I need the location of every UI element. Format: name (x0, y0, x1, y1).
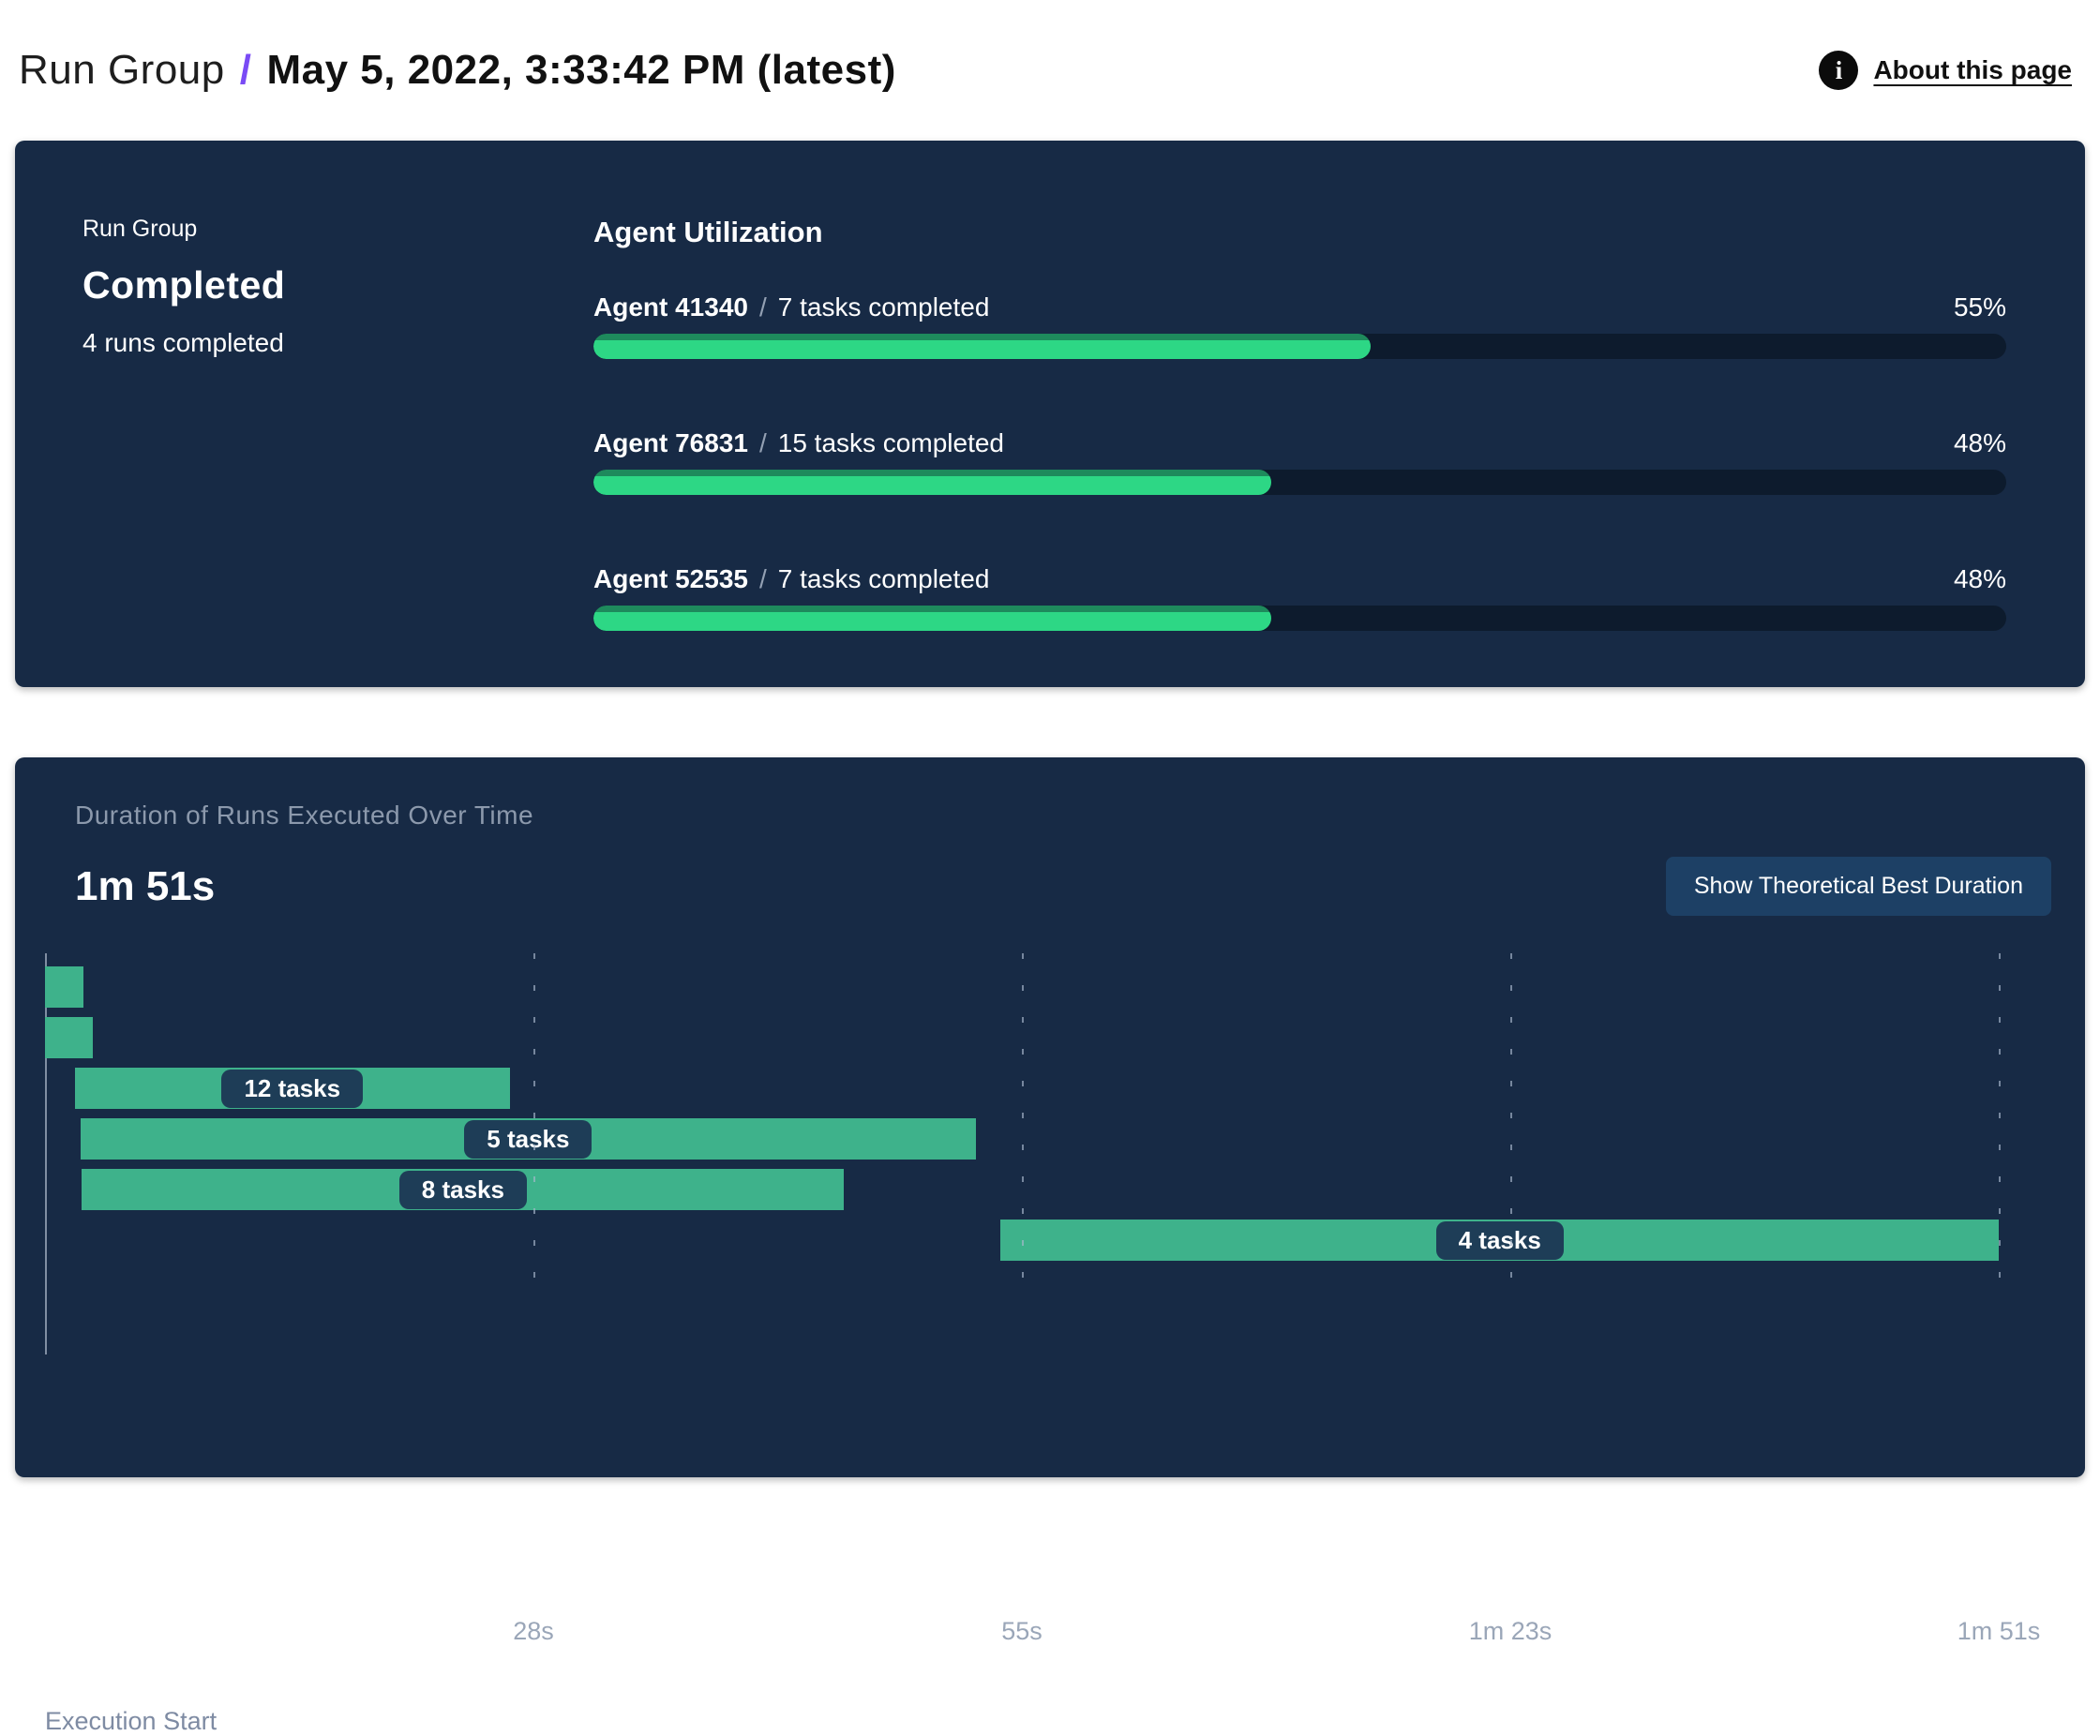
execution-start-label: Execution Start (45, 1707, 218, 1735)
utilization-progress-fill (593, 606, 1272, 631)
run-duration-bar[interactable]: 5 tasks (80, 1118, 977, 1160)
task-count-pill: 12 tasks (221, 1069, 364, 1108)
task-count-pill: 5 tasks (464, 1119, 592, 1159)
gantt-rows: 12 tasks 5 tasks 8 tasks 4 tasks (45, 966, 1999, 1270)
duration-panel: Duration of Runs Executed Over Time 1m 5… (15, 757, 2085, 1735)
show-theoretical-best-duration-button[interactable]: Show Theoretical Best Duration (1665, 857, 2051, 916)
breadcrumb-separator: / (239, 47, 252, 93)
agent-separator: / (758, 564, 767, 593)
gridline (533, 953, 535, 1281)
agent-tasks-completed: 7 tasks completed (777, 564, 990, 593)
run-duration-bar[interactable] (45, 966, 84, 1008)
agent-tasks-completed: 7 tasks completed (777, 292, 990, 322)
about-this-page-link[interactable]: i About this page (1819, 51, 2072, 90)
breadcrumb: Run Group / May 5, 2022, 3:33:42 PM (lat… (19, 47, 896, 94)
gantt-time-axis: 28s 55s 1m 23s 1m 51s (45, 1617, 2040, 1649)
agent-utilization-row: Agent 41340 / 7 tasks completed 55% (593, 292, 2006, 359)
run-duration-bar[interactable] (45, 1017, 93, 1058)
utilization-progress-track (593, 606, 2006, 631)
task-count-pill: 4 tasks (1435, 1220, 1564, 1260)
run-group-summary-panel: Run Group Completed 4 runs completed Age… (15, 141, 2085, 687)
gridline (1510, 953, 1512, 1281)
axis-tick-label: 55s (1001, 1617, 1042, 1645)
about-link-label[interactable]: About this page (1873, 55, 2072, 84)
gantt-row (45, 966, 1999, 1008)
agent-utilization-row: Agent 52535 / 7 tasks completed 48% (593, 564, 2006, 631)
gantt-chart: 12 tasks 5 tasks 8 tasks 4 tasks (45, 953, 2001, 1354)
gantt-row: 12 tasks (45, 1068, 1999, 1109)
run-duration-bar[interactable]: 4 tasks (1000, 1220, 1999, 1261)
agent-name: Agent 52535 (593, 564, 748, 593)
gantt-row (45, 1017, 1999, 1058)
agent-separator: / (758, 428, 767, 457)
agent-utilization-percent: 48% (1953, 564, 2006, 593)
execution-start-axis-line (45, 953, 47, 1354)
axis-tick-label: 28s (513, 1617, 554, 1645)
info-icon[interactable]: i (1819, 51, 1859, 90)
page-title: May 5, 2022, 3:33:42 PM (latest) (266, 47, 896, 93)
axis-tick-label: 1m 51s (1957, 1617, 2041, 1645)
agent-name: Agent 41340 (593, 292, 748, 322)
task-count-pill: 8 tasks (398, 1170, 527, 1209)
agent-utilization-row: Agent 76831 / 15 tasks completed 48% (593, 428, 2006, 495)
run-group-status-block: Run Group Completed 4 runs completed (82, 216, 593, 687)
run-duration-bar[interactable]: 8 tasks (82, 1169, 845, 1210)
runs-completed-count: 4 runs completed (82, 328, 284, 357)
duration-chart-title: Duration of Runs Executed Over Time (75, 801, 534, 830)
agent-utilization-percent: 55% (1953, 292, 2006, 322)
run-duration-bar[interactable]: 12 tasks (74, 1068, 510, 1109)
page-header: Run Group / May 5, 2022, 3:33:42 PM (lat… (0, 0, 2100, 122)
agent-tasks-completed: 15 tasks completed (777, 428, 1004, 457)
agent-name: Agent 76831 (593, 428, 748, 457)
breadcrumb-run-group[interactable]: Run Group (19, 47, 225, 93)
gridline (1999, 953, 2001, 1281)
axis-tick-label: 1m 23s (1468, 1617, 1552, 1645)
utilization-progress-fill (593, 334, 1371, 359)
agent-utilization-block: Agent Utilization Agent 41340 / 7 tasks … (593, 216, 2006, 687)
agent-utilization-heading: Agent Utilization (593, 216, 823, 248)
utilization-progress-track (593, 334, 2006, 359)
utilization-progress-track (593, 470, 2006, 495)
run-group-status: Completed (82, 263, 286, 307)
gantt-row: 5 tasks (45, 1118, 1999, 1160)
gantt-row: 4 tasks (45, 1220, 1999, 1261)
gantt-row: 8 tasks (45, 1169, 1999, 1210)
agent-utilization-percent: 48% (1953, 428, 2006, 457)
gridline (1022, 953, 1024, 1281)
total-duration: 1m 51s (75, 862, 216, 909)
utilization-progress-fill (593, 470, 1272, 495)
agent-separator: / (758, 292, 767, 322)
run-group-eyebrow: Run Group (82, 216, 198, 242)
